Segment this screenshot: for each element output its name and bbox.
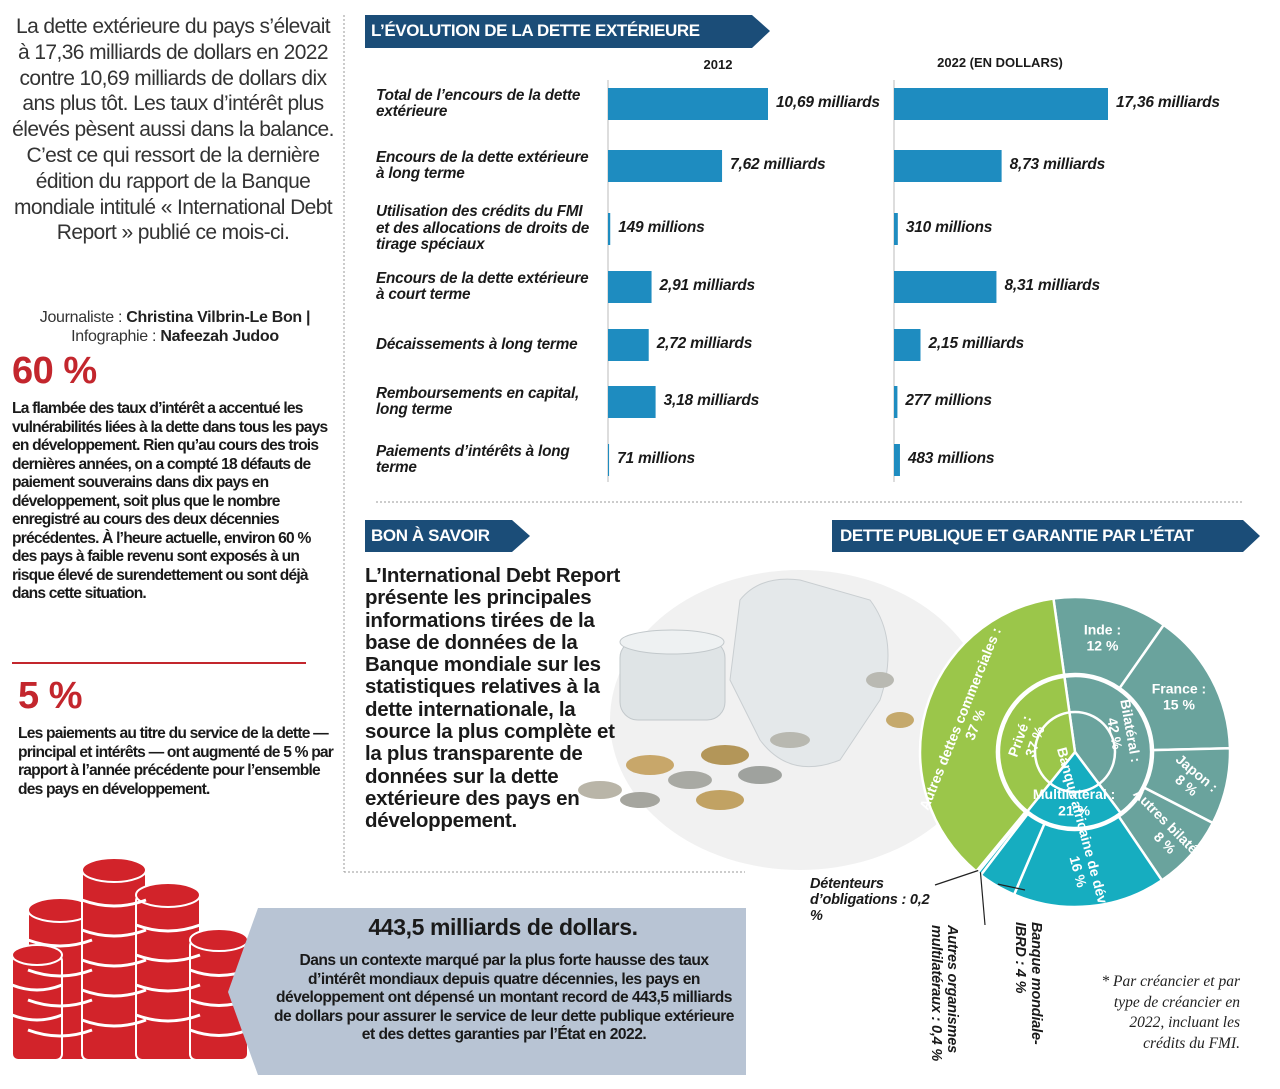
outer-label-value: 4 % — [1012, 968, 1028, 994]
fact-text: Les paiements au titre du service de la … — [18, 725, 334, 798]
credit: Infographie : Nafeezah Judoo — [10, 328, 340, 346]
category-label: Paiements d’intérêts à long terme — [376, 442, 570, 476]
fact-figure: 5 % — [18, 675, 82, 717]
footnote: * Par créancier et par type de créancier… — [1101, 973, 1240, 1052]
credit-role: Journaliste : — [39, 309, 123, 326]
leader-line — [997, 883, 1026, 891]
series-header: 2022 (EN DOLLARS) — [937, 55, 1063, 70]
outer-label-name: Banque mondiale-IBRD : — [1012, 922, 1044, 1045]
outer-label: Banque mondiale-IBRD : 4 % — [1012, 922, 1044, 1072]
info-text: L’International Debt Report présente les… — [365, 564, 620, 833]
bar — [894, 329, 921, 361]
bar — [894, 386, 898, 418]
value-label: 71 millions — [617, 450, 695, 467]
bar — [894, 88, 1108, 120]
inner-label-name: Multilatéral : — [1033, 786, 1115, 802]
category-label: Décaissements à long terme — [376, 335, 578, 353]
inner-label-value: 42 % — [1104, 717, 1125, 752]
category-label: Encours de la dette extérieure à long te… — [376, 148, 589, 182]
value-label: 8,31 milliards — [1004, 277, 1100, 294]
bar — [608, 386, 656, 418]
credit-name: Christina Vilbrin-Le Bon | — [126, 309, 311, 326]
highlight-text: Dans un contexte marqué par la plus fort… — [274, 952, 734, 1043]
value-label: 3,18 milliards — [663, 392, 760, 409]
bar — [608, 271, 652, 303]
bar — [608, 88, 768, 120]
banner-title: DETTE PUBLIQUE ET GARANTIE PAR L’ÉTAT — [840, 526, 1194, 545]
value-label: 149 millions — [618, 219, 705, 236]
fact-text: La flambée des taux d’intérêt a accentué… — [12, 400, 328, 602]
bar — [894, 213, 898, 245]
outer-label-name: Détenteurs d’obligations : — [810, 876, 907, 908]
value-label: 10,69 milliards — [776, 94, 880, 111]
value-label: 8,73 milliards — [1009, 156, 1106, 173]
highlight-box — [228, 908, 746, 1075]
series-header: 2012 — [703, 57, 733, 72]
outer-label: Détenteurs d’obligations : 0,2 % — [810, 876, 935, 924]
leader-line — [979, 872, 986, 926]
value-label: 17,36 milliards — [1116, 94, 1220, 111]
bar — [894, 444, 900, 476]
bar — [894, 271, 997, 303]
category-label: Total de l’encours de la dette extérieur… — [376, 86, 581, 120]
bar — [894, 150, 1002, 182]
inner-segment — [1025, 749, 1123, 830]
bar — [608, 329, 649, 361]
coins-photo — [578, 570, 990, 870]
credit-name: Nafeezah Judoo — [160, 328, 279, 345]
outer-label-name: Inde : — [1084, 621, 1121, 637]
bar — [608, 150, 723, 182]
outer-label: Autres organismes multilatéraux : 0,4 % — [928, 925, 960, 1075]
outer-label: France :15 % — [1152, 680, 1206, 712]
sunburst: Bilatéral :42 %Multilatéral :21 %Privé :… — [916, 595, 1232, 989]
highlight-title: 443,5 milliards de dollars. — [368, 914, 638, 940]
coin-stacks-icon — [11, 857, 249, 1061]
outer-label-value: 0,2 % — [810, 892, 930, 924]
value-label: 2,72 milliards — [656, 335, 753, 352]
category-label: Remboursements en capital, long terme — [376, 384, 580, 418]
value-label: 483 millions — [907, 450, 995, 467]
inner-segment — [1063, 674, 1153, 815]
bar — [608, 444, 610, 476]
value-label: 310 millions — [905, 219, 993, 236]
banner-shape — [832, 520, 1260, 552]
value-label: 2,91 milliards — [659, 277, 756, 294]
category-label: Utilisation des crédits du FMI et des al… — [376, 203, 590, 254]
outer-label-name: Autres organismes multilatéraux : — [928, 925, 960, 1053]
value-label: 277 millions — [905, 392, 992, 409]
outer-label-name: France : — [1152, 680, 1206, 696]
outer-label-value: 12 % — [1087, 638, 1119, 654]
outer-label-value: 0,4 % — [928, 1024, 944, 1062]
banner-title: BON À SAVOIR — [371, 526, 490, 545]
value-label: 2,15 milliards — [928, 335, 1025, 352]
banner-shape — [365, 15, 770, 48]
outer-label-value: 15 % — [1163, 697, 1195, 713]
outer-label: Inde :12 % — [1084, 621, 1121, 653]
inner-segment — [997, 675, 1077, 813]
center-ring — [1033, 710, 1117, 794]
inner-label-value: 21 % — [1058, 802, 1090, 818]
fact-figure: 60 % — [12, 350, 97, 392]
banner-title: L’ÉVOLUTION DE LA DETTE EXTÉRIEURE — [371, 21, 700, 40]
credit: Journaliste : Christina Vilbrin-Le Bon | — [10, 309, 340, 327]
credit-role: Infographie : — [71, 328, 157, 345]
value-label: 7,62 milliards — [730, 156, 826, 173]
leader-line — [934, 869, 979, 886]
banner-shape — [365, 520, 530, 552]
bar — [608, 213, 611, 245]
inner-label: Multilatéral :21 % — [1033, 786, 1115, 818]
outer-segment — [918, 597, 1066, 874]
intro-text: La dette extérieure du pays s’élevait à … — [12, 15, 334, 245]
category-label: Encours de la dette extérieure à court t… — [376, 269, 589, 303]
